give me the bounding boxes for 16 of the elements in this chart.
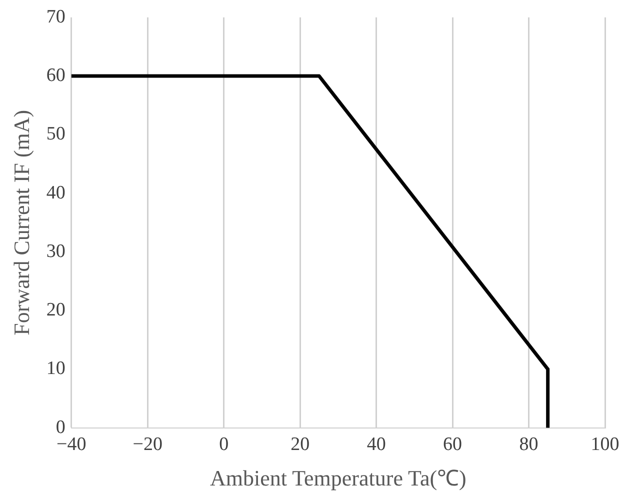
y-tick-label: 60 [46,65,66,86]
y-tick-label: 30 [46,240,66,262]
y-tick-label: 40 [46,182,66,204]
x-tick-label: 80 [519,434,538,456]
y-axis-title: Forward Current IF (mA) [8,110,34,336]
x-tick-label: 100 [590,434,620,456]
y-tick-label: 10 [46,358,66,380]
x-tick-label: 0 [219,434,229,456]
y-tick-label: 20 [46,300,66,321]
x-axis-title: Ambient Temperature Ta(℃) [210,466,466,491]
x-tick-label: 20 [290,434,310,456]
y-tick-label: 50 [46,124,66,145]
x-tick-label: −20 [132,434,162,456]
x-tick-label: 40 [366,434,386,456]
y-tick-label: 70 [46,6,66,28]
x-tick-label: 60 [443,434,462,456]
